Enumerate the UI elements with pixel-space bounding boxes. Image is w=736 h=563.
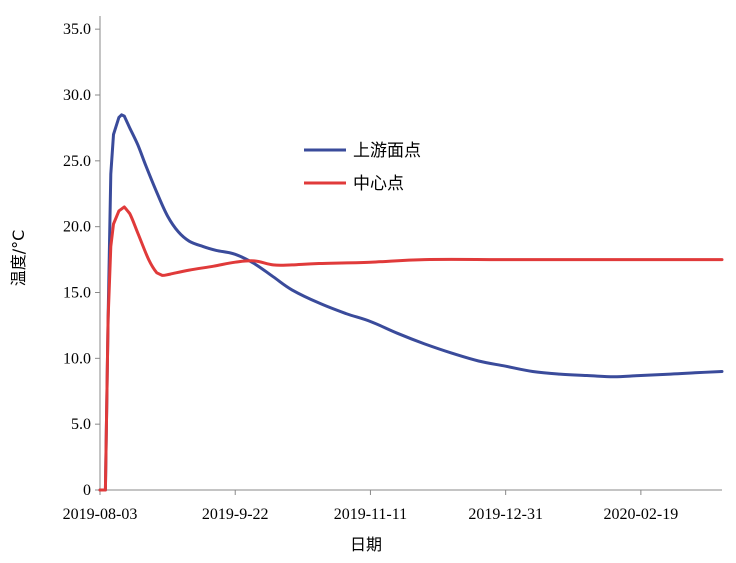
x-tick-label: 2020-02-19: [604, 506, 679, 523]
y-tick-label: 25.0: [63, 153, 91, 170]
y-tick-label: 15.0: [63, 285, 91, 302]
x-axis-ticks: 2019-08-03 2019-9-22 2019-11-11 2019-12-31 2…: [63, 490, 679, 523]
legend-label: 中心点: [353, 174, 404, 194]
x-tick-label: 2019-9-22: [202, 506, 269, 523]
series-line-upstream: [98, 113, 724, 492]
x-axis-title: 日期: [350, 535, 382, 554]
x-tick-label: 2019-12-31: [468, 506, 543, 523]
y-tick-label: 0: [83, 482, 91, 499]
y-axis-ticks: 0 5.0 10.0 15.0 20.0 25.0 30.0 35.0: [63, 21, 100, 499]
legend-label: 上游面点: [353, 141, 421, 161]
series-line-center: [98, 205, 724, 492]
y-tick-label: 35.0: [63, 21, 91, 38]
y-axis-title: 温度/°C: [9, 230, 28, 287]
y-tick-label: 20.0: [63, 219, 91, 236]
y-tick-label: 5.0: [71, 416, 91, 433]
y-tick-label: 30.0: [63, 87, 91, 104]
y-tick-label: 10.0: [63, 350, 91, 367]
x-tick-label: 2019-11-11: [334, 506, 407, 523]
x-tick-label: 2019-08-03: [63, 506, 138, 523]
axes: [99, 16, 722, 491]
series-lines: [98, 113, 724, 492]
